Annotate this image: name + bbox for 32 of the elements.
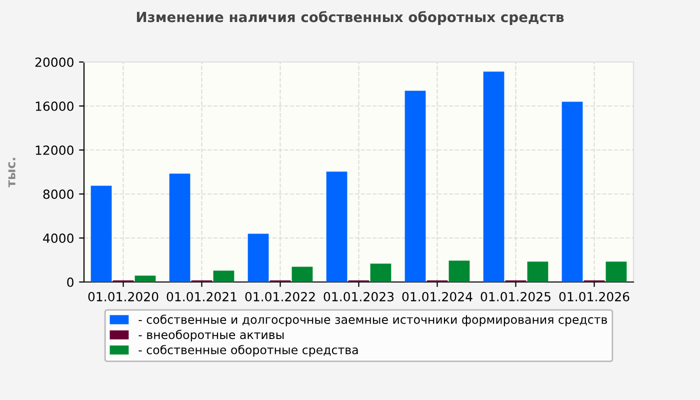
bar [248, 234, 269, 282]
legend-label: - собственные оборотные средства [138, 344, 358, 357]
x-tick-label: 01.01.2020 [88, 292, 158, 302]
bar [606, 262, 627, 282]
bar [169, 174, 190, 282]
legend-label: - собственные и долгосрочные заемные источники формирования средств [138, 314, 608, 326]
bar [404, 90, 426, 282]
y-tick-label: 4000 [43, 233, 74, 243]
bar [370, 264, 392, 282]
x-tick-label: 01.01.2022 [245, 292, 315, 302]
bar [562, 102, 583, 282]
y-tick-label: 16000 [36, 101, 74, 111]
x-tick-label: 01.01.2024 [402, 292, 472, 302]
bar [292, 266, 313, 282]
x-tick-label: 01.01.2023 [324, 292, 394, 302]
bar [448, 260, 470, 282]
bar [326, 172, 348, 282]
y-tick-label: 8000 [43, 189, 74, 199]
bar [527, 262, 548, 282]
bar [213, 270, 234, 282]
x-tick-label: 01.01.2026 [559, 292, 630, 302]
x-tick-label: 01.01.2025 [480, 292, 550, 302]
bar [134, 276, 156, 282]
bar [90, 186, 112, 282]
chart-title: Изменение наличия собственных оборотных средств [136, 11, 564, 25]
y-axis-title: тыс. [8, 158, 16, 188]
bar [483, 72, 504, 282]
y-tick-label: 12000 [36, 145, 74, 155]
x-tick-label: 01.01.2021 [166, 292, 236, 302]
legend-label: - внеоборотные активы [138, 330, 284, 342]
y-tick-label: 0 [67, 277, 74, 287]
y-tick-label: 20000 [35, 57, 74, 67]
